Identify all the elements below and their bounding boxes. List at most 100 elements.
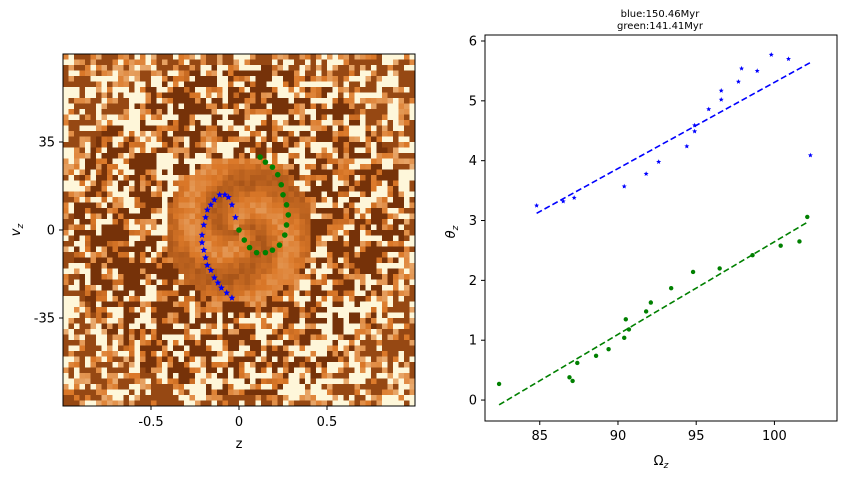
heatmap-cell <box>404 301 410 308</box>
left-x-tick-label: 0 <box>235 415 243 430</box>
heatmap-cell <box>332 323 339 330</box>
heatmap-cell <box>118 389 124 396</box>
heatmap-cell <box>376 263 383 269</box>
heatmap-cell <box>101 186 108 192</box>
heatmap-cell <box>261 296 267 302</box>
heatmap-cell <box>354 329 361 335</box>
heatmap-cell <box>162 109 168 115</box>
heatmap-cell <box>354 235 361 242</box>
heatmap-cell <box>228 384 234 390</box>
heatmap-cell <box>343 362 350 368</box>
heatmap-cell <box>96 301 102 308</box>
heatmap-cell <box>365 389 372 396</box>
heatmap-cell <box>101 224 108 231</box>
heatmap-cell <box>244 268 251 275</box>
heatmap-cell <box>244 175 251 181</box>
heatmap-cell <box>112 274 119 280</box>
heatmap-cell <box>365 92 372 99</box>
heatmap-cell <box>332 329 339 335</box>
heatmap-cell <box>382 109 388 115</box>
heatmap-cell <box>74 290 80 297</box>
heatmap-cell <box>173 92 179 99</box>
heatmap-cell <box>200 362 207 368</box>
heatmap-cell <box>112 378 119 385</box>
heatmap-cell <box>74 318 80 324</box>
heatmap-cell <box>360 70 366 77</box>
heatmap-cell <box>316 131 322 137</box>
heatmap-cell <box>398 153 405 159</box>
heatmap-cell <box>79 208 86 214</box>
heatmap-cell <box>96 202 102 209</box>
heatmap-cell <box>382 263 388 269</box>
heatmap-cell <box>305 400 311 407</box>
heatmap-cell <box>371 400 377 407</box>
heatmap-cell <box>288 329 295 335</box>
heatmap-cell <box>360 257 366 264</box>
heatmap-cell <box>118 131 124 137</box>
heatmap-cell <box>79 224 86 231</box>
heatmap-cell <box>371 197 377 203</box>
heatmap-cell <box>316 373 322 379</box>
heatmap-cell <box>145 290 152 297</box>
heatmap-cell <box>79 120 86 126</box>
heatmap-cell <box>189 142 196 148</box>
heatmap-cell <box>233 153 240 159</box>
heatmap-cell <box>371 169 377 176</box>
heatmap-cell <box>123 235 130 242</box>
heatmap-cell <box>272 70 278 77</box>
heatmap-cell <box>382 213 388 220</box>
heatmap-cell <box>140 175 146 181</box>
heatmap-cell <box>74 65 80 71</box>
heatmap-cell <box>338 70 344 77</box>
heatmap-cell <box>409 224 416 231</box>
heatmap-cell <box>140 147 146 154</box>
heatmap-cell <box>360 92 366 99</box>
heatmap-cell <box>222 175 229 181</box>
heatmap-cell <box>272 312 278 319</box>
heatmap-cell <box>118 230 124 236</box>
heatmap-cell <box>371 191 377 198</box>
heatmap-cell <box>354 318 361 324</box>
heatmap-cell <box>310 131 317 137</box>
heatmap-cell <box>261 114 267 121</box>
heatmap-cell <box>74 219 80 225</box>
heatmap-cell <box>288 224 295 231</box>
heatmap-cell <box>288 169 295 176</box>
heatmap-cell <box>151 202 157 209</box>
heatmap-cell <box>387 384 394 390</box>
heatmap-cell <box>112 147 119 154</box>
heatmap-cell <box>189 213 196 220</box>
heatmap-cell <box>195 175 201 181</box>
heatmap-cell <box>316 241 322 247</box>
heatmap-cell <box>382 296 388 302</box>
heatmap-cell <box>173 290 179 297</box>
heatmap-cell <box>162 334 168 341</box>
heatmap-cell <box>112 114 119 121</box>
heatmap-cell <box>200 389 207 396</box>
heatmap-cell <box>217 356 223 363</box>
heatmap-cell <box>272 389 278 396</box>
heatmap-cell <box>244 92 251 99</box>
heatmap-cell <box>409 114 416 121</box>
heatmap-cell <box>387 378 394 385</box>
heatmap-cell <box>310 98 317 104</box>
heatmap-cell <box>409 257 416 264</box>
heatmap-cell <box>79 246 86 253</box>
heatmap-cell <box>134 219 141 225</box>
heatmap-cell <box>101 164 108 170</box>
heatmap-cell <box>123 345 130 352</box>
heatmap-cell <box>365 395 372 401</box>
heatmap-cell <box>118 224 124 231</box>
heatmap-cell <box>360 235 366 242</box>
heatmap-cell <box>283 362 289 368</box>
heatmap-cell <box>112 120 119 126</box>
heatmap-cell <box>211 169 218 176</box>
heatmap-cell <box>283 268 289 275</box>
heatmap-cell <box>162 65 168 71</box>
heatmap-cell <box>244 312 251 319</box>
heatmap-cell <box>239 378 245 385</box>
heatmap-cell <box>398 367 405 374</box>
heatmap-cell <box>305 59 311 66</box>
heatmap-cell <box>360 76 366 82</box>
heatmap-cell <box>376 367 383 374</box>
